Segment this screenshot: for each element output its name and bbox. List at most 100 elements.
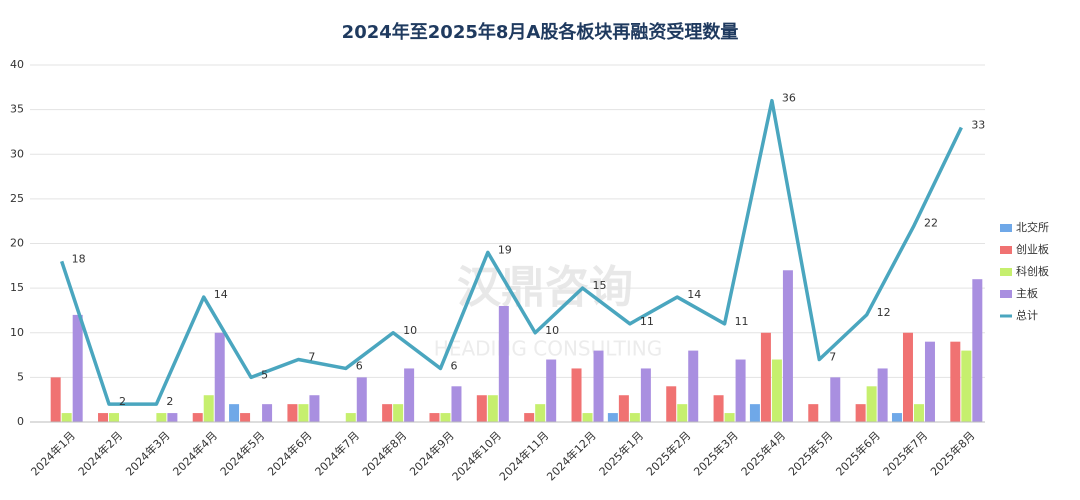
data-label: 14 bbox=[214, 288, 228, 301]
bar bbox=[404, 368, 415, 422]
bar bbox=[298, 404, 309, 422]
data-label: 6 bbox=[450, 359, 457, 372]
bar bbox=[713, 395, 724, 422]
bar bbox=[546, 359, 557, 422]
x-tick-label: 2024年12月 bbox=[544, 428, 599, 483]
bar bbox=[309, 395, 320, 422]
x-tick-label: 2024年9月 bbox=[407, 428, 457, 478]
x-tick-label: 2025年3月 bbox=[691, 428, 741, 478]
x-tick-label: 2024年6月 bbox=[264, 428, 314, 478]
x-tick-label: 2024年5月 bbox=[217, 428, 267, 478]
data-label: 6 bbox=[356, 359, 363, 372]
legend-marker bbox=[1000, 268, 1012, 276]
bar bbox=[262, 404, 273, 422]
x-tick-label: 2025年8月 bbox=[927, 428, 977, 478]
legend-label: 总计 bbox=[1016, 308, 1038, 322]
data-label: 12 bbox=[877, 306, 891, 319]
bar bbox=[749, 404, 760, 422]
chart-title: 2024年至2025年8月A股各板块再融资受理数量 bbox=[342, 21, 739, 43]
x-tick-label: 2025年1月 bbox=[596, 428, 646, 478]
bar bbox=[640, 368, 651, 422]
data-label: 11 bbox=[640, 315, 654, 328]
bar bbox=[724, 413, 735, 422]
data-label: 33 bbox=[971, 118, 985, 131]
bar bbox=[229, 404, 240, 422]
bar bbox=[972, 279, 983, 422]
bar bbox=[451, 386, 462, 422]
bar bbox=[830, 377, 841, 422]
bar bbox=[98, 413, 109, 422]
data-label: 11 bbox=[735, 315, 749, 328]
data-label: 2 bbox=[119, 395, 126, 408]
bar bbox=[440, 413, 451, 422]
data-label: 7 bbox=[829, 351, 836, 364]
bar bbox=[961, 350, 972, 422]
bar bbox=[607, 413, 618, 422]
bar bbox=[677, 404, 688, 422]
data-label: 36 bbox=[782, 92, 796, 105]
y-tick-label: 30 bbox=[10, 147, 24, 160]
data-label: 2 bbox=[166, 395, 173, 408]
x-tick-label: 2024年1月 bbox=[28, 428, 78, 478]
bar bbox=[156, 413, 167, 422]
x-tick-label: 2024年11月 bbox=[496, 428, 551, 483]
bar bbox=[629, 413, 640, 422]
bar bbox=[782, 270, 793, 422]
bar bbox=[877, 368, 888, 422]
y-tick-label: 25 bbox=[10, 192, 24, 205]
y-tick-label: 0 bbox=[17, 415, 24, 428]
data-label: 7 bbox=[308, 351, 315, 364]
data-label: 19 bbox=[498, 243, 512, 256]
bar bbox=[666, 386, 677, 422]
data-label: 15 bbox=[593, 279, 607, 292]
data-label: 14 bbox=[687, 288, 701, 301]
legend-label: 主板 bbox=[1016, 286, 1038, 300]
bar bbox=[582, 413, 593, 422]
x-tick-label: 2025年6月 bbox=[833, 428, 883, 478]
bar bbox=[855, 404, 866, 422]
x-tick-label: 2025年4月 bbox=[738, 428, 788, 478]
bar bbox=[760, 332, 771, 422]
x-tick-label: 2024年4月 bbox=[170, 428, 220, 478]
bar bbox=[167, 413, 178, 422]
bar bbox=[487, 395, 498, 422]
y-tick-label: 5 bbox=[17, 370, 24, 383]
bar bbox=[524, 413, 535, 422]
x-tick-label: 2024年8月 bbox=[359, 428, 409, 478]
bar bbox=[192, 413, 203, 422]
x-tick-label: 2024年7月 bbox=[312, 428, 362, 478]
bar bbox=[50, 377, 61, 422]
bar bbox=[535, 404, 546, 422]
bar bbox=[61, 413, 72, 422]
bar bbox=[571, 368, 582, 422]
legend-label: 北交所 bbox=[1016, 220, 1049, 234]
bar bbox=[109, 413, 120, 422]
legend-marker bbox=[1000, 224, 1012, 232]
data-label: 10 bbox=[403, 324, 417, 337]
bar bbox=[808, 404, 819, 422]
data-label: 18 bbox=[72, 252, 86, 265]
y-tick-label: 35 bbox=[10, 103, 24, 116]
bar bbox=[618, 395, 629, 422]
bar bbox=[688, 350, 699, 422]
bar bbox=[735, 359, 746, 422]
bar bbox=[593, 350, 604, 422]
bar bbox=[950, 341, 961, 422]
legend-marker bbox=[1000, 246, 1012, 254]
x-tick-label: 2024年10月 bbox=[449, 428, 504, 483]
bar bbox=[382, 404, 393, 422]
x-tick-label: 2025年7月 bbox=[880, 428, 930, 478]
y-tick-label: 40 bbox=[10, 58, 24, 71]
bar bbox=[913, 404, 924, 422]
bar bbox=[287, 404, 298, 422]
x-tick-label: 2024年2月 bbox=[75, 428, 125, 478]
bar bbox=[771, 359, 782, 422]
bar bbox=[476, 395, 487, 422]
data-label: 22 bbox=[924, 217, 938, 230]
bar bbox=[429, 413, 440, 422]
bar bbox=[72, 314, 83, 422]
data-label: 10 bbox=[545, 324, 559, 337]
x-tick-label: 2025年5月 bbox=[785, 428, 835, 478]
bar bbox=[345, 413, 356, 422]
